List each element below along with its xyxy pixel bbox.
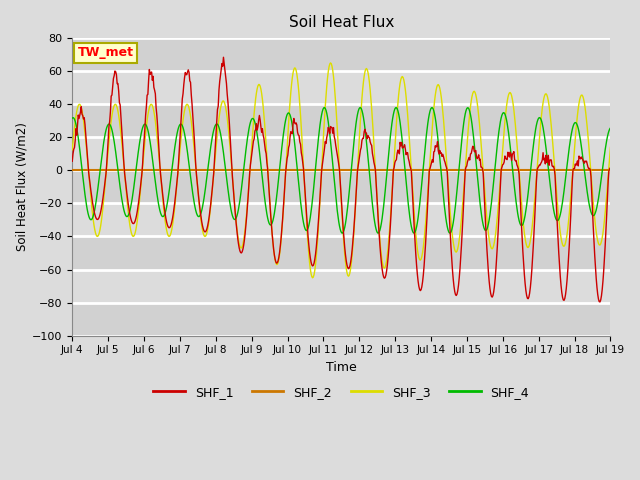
Bar [72, 170, 611, 204]
Bar [72, 302, 611, 336]
X-axis label: Time: Time [326, 361, 356, 374]
Title: Soil Heat Flux: Soil Heat Flux [289, 15, 394, 30]
Bar [72, 237, 611, 270]
Legend: SHF_1, SHF_2, SHF_3, SHF_4: SHF_1, SHF_2, SHF_3, SHF_4 [148, 381, 534, 404]
Y-axis label: Soil Heat Flux (W/m2): Soil Heat Flux (W/m2) [15, 122, 28, 252]
Bar [72, 104, 611, 137]
Text: TW_met: TW_met [77, 46, 134, 60]
Bar [72, 38, 611, 71]
